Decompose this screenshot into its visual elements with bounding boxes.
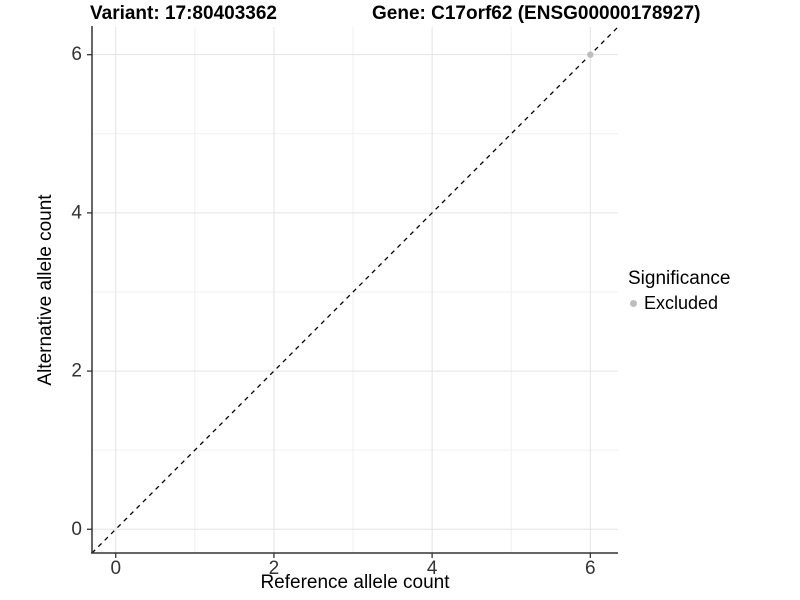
y-tick-label: 6 (71, 44, 82, 65)
gene-title: Gene: C17orf62 (ENSG00000178927) (372, 3, 701, 24)
legend-key-dot (630, 300, 637, 307)
y-tick-label: 2 (71, 361, 82, 382)
x-axis-title: Reference allele count (260, 572, 450, 593)
x-tick-label: 6 (585, 558, 596, 579)
legend-item-excluded: Excluded (628, 293, 730, 314)
x-tick-label: 4 (427, 558, 438, 579)
legend-item-label: Excluded (644, 293, 719, 313)
y-tick-label: 4 (71, 202, 82, 223)
identity-line (91, 26, 619, 554)
variant-title: Variant: 17:80403362 (90, 3, 277, 24)
x-tick-label: 0 (110, 558, 121, 579)
legend: Significance Excluded (628, 268, 730, 314)
data-point (587, 51, 594, 58)
legend-title: Significance (628, 268, 731, 289)
x-tick-label: 2 (269, 558, 280, 579)
y-axis-title: Alternative allele count (35, 194, 56, 386)
y-tick-label: 0 (71, 519, 82, 540)
legend-items: Excluded (628, 293, 730, 314)
